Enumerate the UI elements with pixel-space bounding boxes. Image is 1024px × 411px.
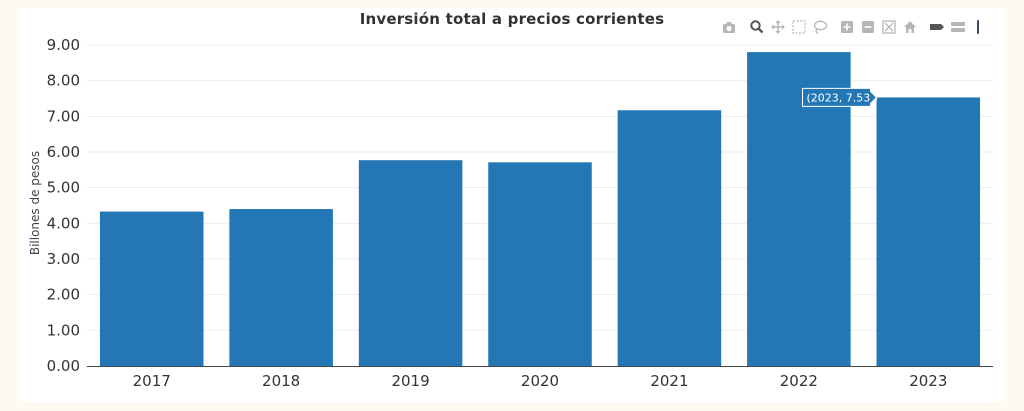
autoscale-icon[interactable]	[882, 20, 896, 34]
zoom-out-icon[interactable]	[862, 21, 874, 33]
x-tick-label: 2018	[262, 372, 300, 390]
y-tick-label: 2.00	[47, 286, 80, 304]
y-tick-label: 5.00	[47, 179, 80, 197]
modebar	[723, 20, 979, 35]
y-tick-label: 7.00	[47, 107, 80, 125]
bar-2017[interactable]	[99, 211, 204, 366]
zoom-in-icon[interactable]	[841, 21, 853, 33]
y-tick-label: 6.00	[47, 143, 80, 161]
reset-axes-icon[interactable]	[904, 21, 916, 33]
bar-2019[interactable]	[358, 160, 463, 366]
y-axis-title: Billones de pesos	[28, 151, 42, 255]
y-tick-label: 9.00	[47, 36, 80, 54]
plotly-logo-icon[interactable]	[977, 20, 979, 34]
bar-2020[interactable]	[488, 162, 592, 366]
x-tick-label: 2022	[780, 372, 818, 390]
bar-2021[interactable]	[617, 110, 722, 367]
chart-title: Inversión total a precios corrientes	[359, 10, 665, 28]
x-tick-label: 2023	[909, 372, 947, 390]
compare-hover-icon[interactable]	[951, 22, 965, 32]
y-tick-label: 3.00	[47, 250, 80, 268]
camera-icon[interactable]	[723, 22, 735, 33]
y-tick-label: 0.00	[47, 357, 80, 375]
spike-lines-icon[interactable]	[930, 24, 944, 30]
bars	[99, 52, 981, 367]
x-tick-label: 2021	[650, 372, 688, 390]
axes: 0.00 1.00 2.00 3.00 4.00 5.00 6.00 7.00 8.00 9.00…	[47, 36, 993, 390]
lasso-select-icon[interactable]	[813, 20, 828, 35]
bar-2023[interactable]	[876, 97, 981, 367]
y-tick-label: 8.00	[47, 72, 80, 90]
bar-2018[interactable]	[229, 209, 333, 366]
hover-label: (2023, 7.53 )	[807, 91, 879, 104]
box-select-icon[interactable]	[792, 20, 806, 34]
y-tick-label: 4.00	[47, 214, 80, 232]
hover-tooltip: (2023, 7.53 )	[802, 87, 879, 107]
x-tick-label: 2019	[391, 372, 429, 390]
x-tick-label: 2020	[521, 372, 559, 390]
hover-box	[802, 87, 878, 107]
zoom-icon[interactable]	[750, 20, 764, 34]
pan-icon[interactable]	[771, 20, 785, 34]
x-tick-label: 2017	[133, 372, 171, 390]
y-tick-label: 1.00	[47, 321, 80, 339]
